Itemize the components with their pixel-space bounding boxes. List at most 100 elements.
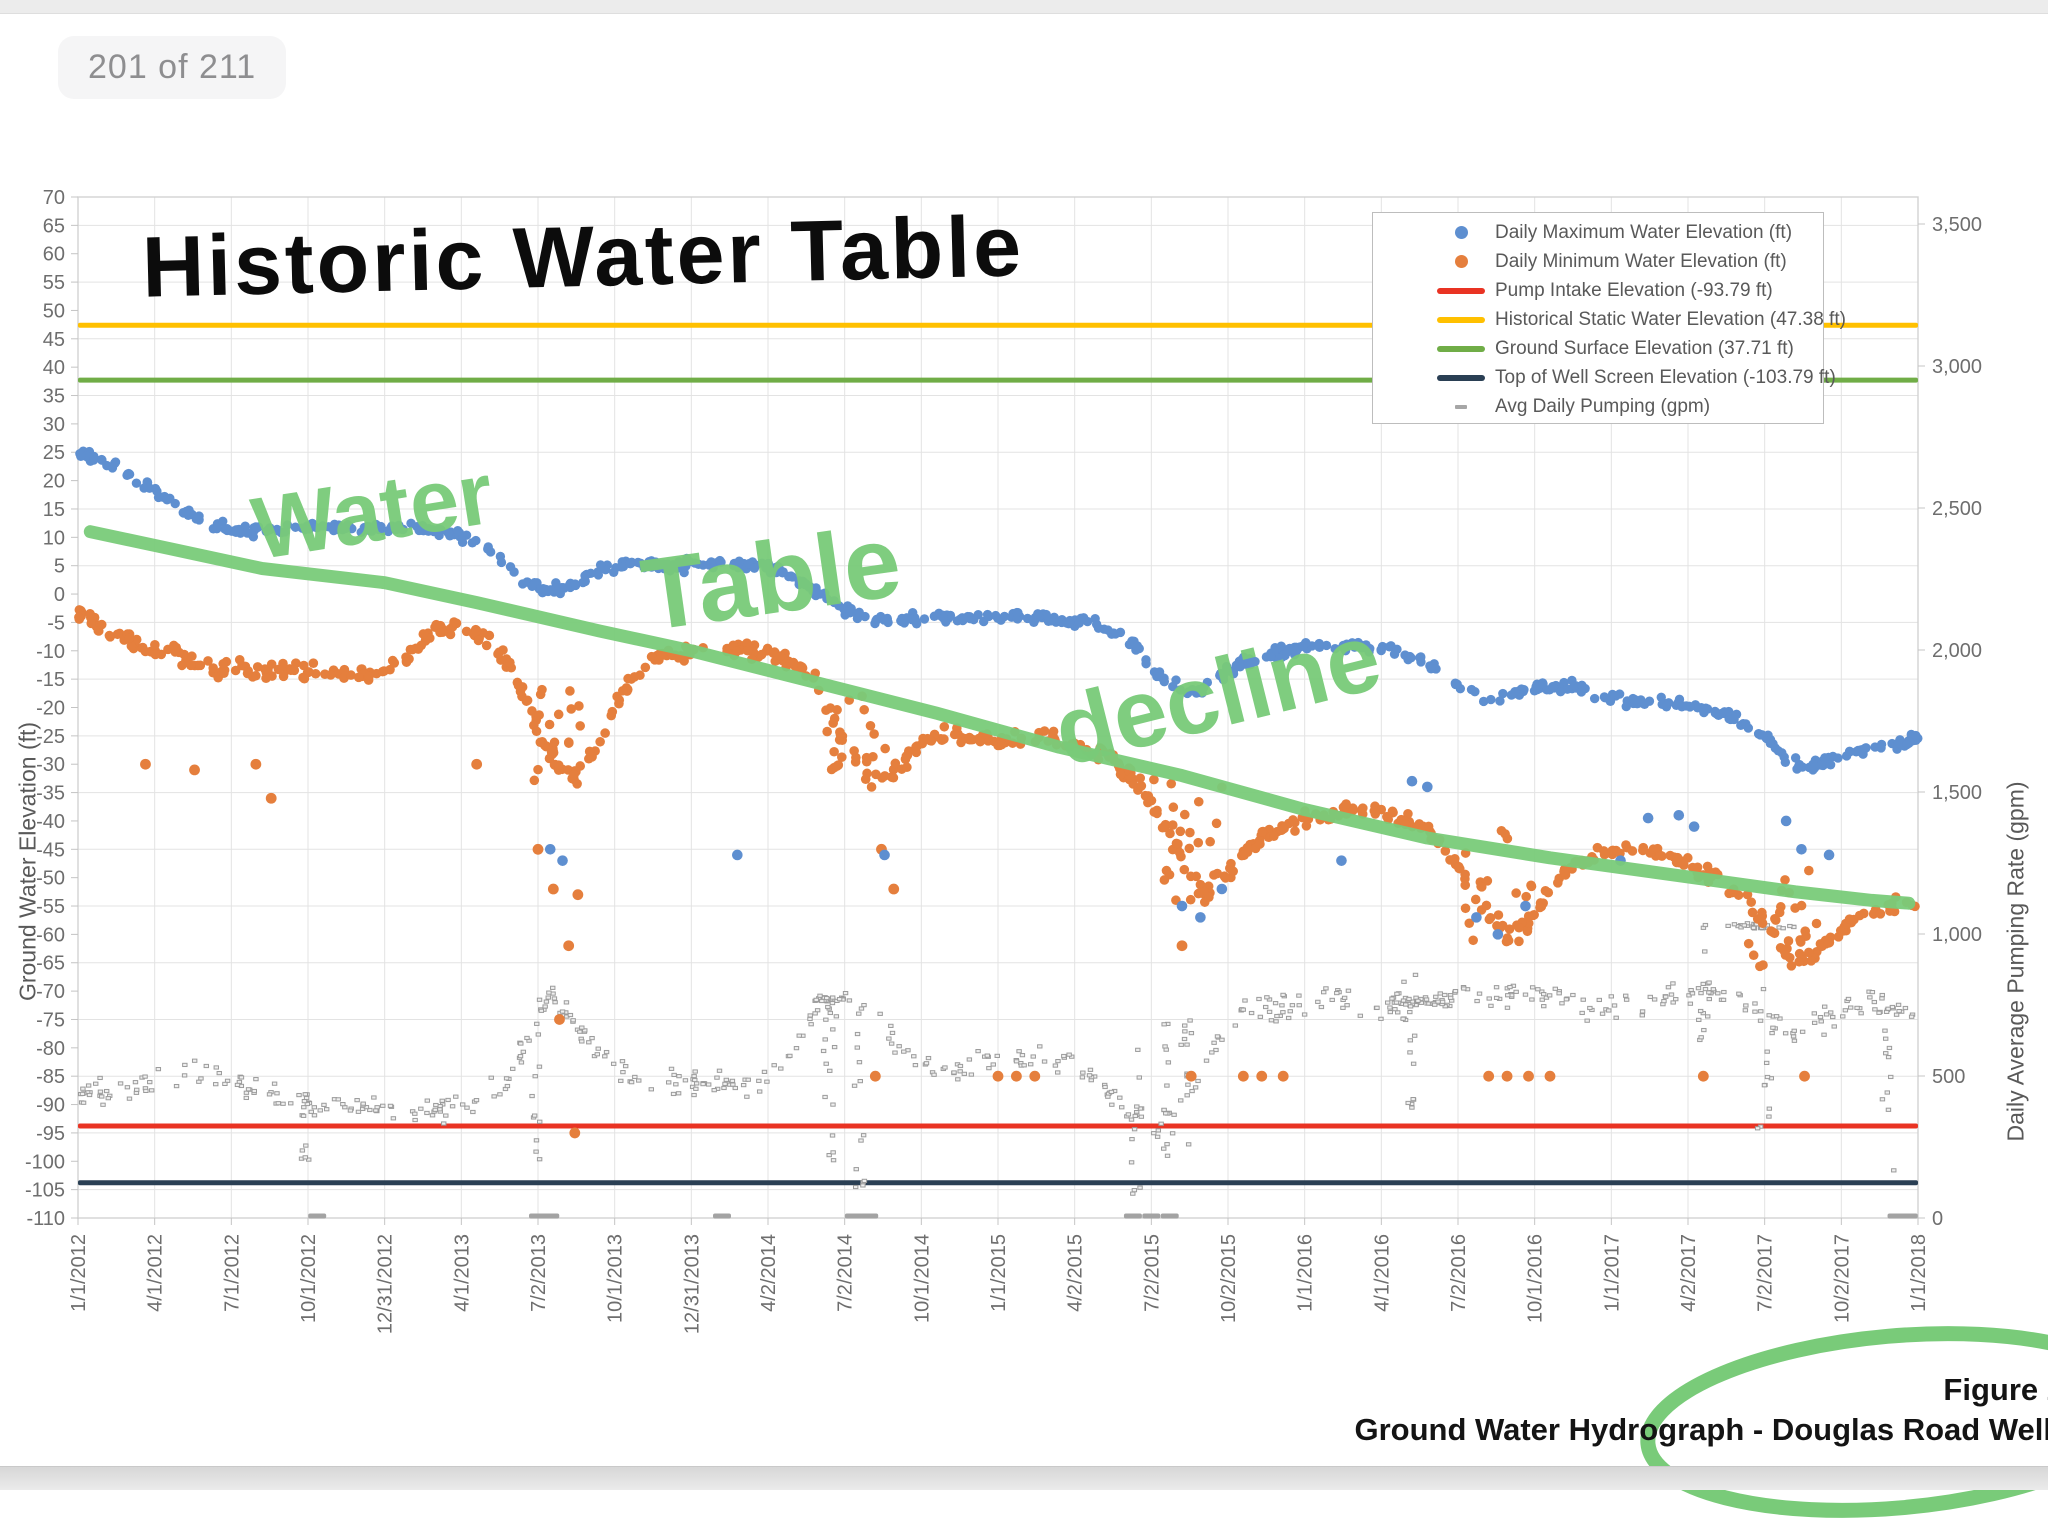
y-right-tick-label: 1,500: [1932, 782, 1982, 804]
x-tick-label: 4/2/2014: [758, 1234, 780, 1312]
y-left-tick-label: 10: [43, 527, 65, 549]
y-left-tick-label: -60: [36, 924, 65, 946]
y-left-tick-label: -90: [36, 1095, 65, 1117]
y-left-tick-label: 40: [43, 357, 65, 379]
legend-marker-dash: [1455, 404, 1467, 409]
y-left-tick-label: -10: [36, 641, 65, 663]
legend-row: Pump Intake Elevation (-93.79 ft): [1373, 276, 1823, 305]
x-tick-label: 10/1/2016: [1525, 1234, 1547, 1323]
legend-marker-line: [1437, 345, 1485, 352]
y-left-tick-label: 5: [54, 556, 65, 578]
legend-marker-dot: [1454, 226, 1468, 239]
window-bottom-bar: [0, 1466, 2048, 1490]
chart-legend: Daily Maximum Water Elevation (ft) Daily …: [1372, 212, 1846, 424]
x-tick-label: 4/2/2017: [1678, 1234, 1700, 1312]
trend-annotation-line: [83, 525, 1916, 910]
y-left-tick-label: -35: [36, 783, 65, 805]
x-tick-label: 1/1/2017: [1601, 1234, 1623, 1312]
x-tick-label: 7/2/2015: [1141, 1234, 1163, 1312]
legend-row: Avg Daily Pumping (gpm): [1373, 392, 1823, 421]
daily-max-series: [75, 446, 1923, 940]
y-left-tick-label: -110: [26, 1208, 65, 1230]
x-tick-label: 12/31/2012: [375, 1234, 397, 1334]
y-left-tick-label: -70: [36, 981, 65, 1003]
y-left-tick-label: 35: [43, 386, 65, 408]
legend-marker-dot: [1454, 255, 1468, 268]
y-left-tick-label: -25: [36, 726, 65, 748]
y-left-tick-label: -75: [36, 1009, 65, 1031]
y-left-tick-label: -40: [36, 811, 65, 833]
x-tick-label: 10/2/2017: [1831, 1234, 1853, 1323]
y-right-tick-label: 2,500: [1932, 498, 1982, 520]
x-tick-label: 4/1/2013: [451, 1234, 473, 1312]
legend-row: Top of Well Screen Elevation (-103.79 ft…: [1373, 363, 1836, 392]
y-left-tick-label: -100: [25, 1151, 65, 1173]
x-tick-label: 10/1/2013: [605, 1234, 627, 1323]
y-right-tick-label: 0: [1932, 1208, 1943, 1230]
y-right-tick-label: 2,000: [1932, 640, 1982, 662]
y-left-tick-label: 15: [43, 499, 65, 521]
y-left-tick-label: 50: [43, 300, 65, 322]
legend-marker-line: [1437, 287, 1485, 294]
x-tick-label: 7/2/2014: [835, 1234, 857, 1312]
y-left-tick-label: -30: [36, 754, 65, 776]
y-left-tick-label: -45: [36, 839, 65, 861]
y-left-tick-label: -85: [36, 1066, 65, 1088]
y-right-tick-label: 3,000: [1932, 356, 1982, 378]
legend-label: Historical Static Water Elevation (47.38…: [1495, 308, 1846, 330]
legend-label: Top of Well Screen Elevation (-103.79 ft…: [1495, 366, 1836, 388]
y-right-tick-label: 1,000: [1932, 924, 1982, 946]
y-left-tick-label: 30: [43, 414, 65, 436]
legend-label: Daily Maximum Water Elevation (ft): [1495, 221, 1793, 243]
x-tick-label: 4/1/2016: [1371, 1234, 1393, 1312]
legend-label: Avg Daily Pumping (gpm): [1495, 395, 1711, 417]
y-left-tick-label: 20: [43, 471, 65, 493]
figure-number-caption: Figure 2: [1943, 1372, 2048, 1407]
page-number-badge: 201 of 211: [58, 36, 287, 99]
y-left-tick-label: -55: [36, 896, 65, 918]
x-tick-label: 1/1/2016: [1295, 1234, 1317, 1312]
y-right-axis-title: Daily Average Pumping Rate (gpm): [2002, 781, 2029, 1142]
y-left-tick-label: -50: [36, 868, 65, 890]
x-tick-label: 12/31/2013: [681, 1234, 703, 1334]
ref-line-pump-intake-elevation: [78, 1123, 1918, 1129]
legend-row: Daily Minimum Water Elevation (ft): [1373, 247, 1823, 276]
y-right-tick-label: 3,500: [1932, 214, 1982, 236]
y-left-tick-label: 55: [43, 272, 65, 294]
y-left-tick-label: -80: [36, 1038, 65, 1060]
y-left-tick-label: -15: [36, 669, 65, 691]
legend-row: Daily Maximum Water Elevation (ft): [1373, 218, 1823, 247]
ref-line-top-of-well-screen-elevation: [78, 1180, 1918, 1186]
x-tick-label: 10/1/2014: [911, 1234, 933, 1323]
figure-title-caption: Ground Water Hydrograph - Douglas Road W…: [1354, 1412, 2048, 1447]
y-left-axis-title: Ground Water Elevation (ft): [14, 721, 41, 1002]
x-tick-label: 1/1/2012: [68, 1234, 90, 1312]
legend-row: Historical Static Water Elevation (47.38…: [1373, 305, 1846, 334]
pumping-series: [77, 919, 1918, 1219]
x-tick-label: 7/2/2016: [1448, 1234, 1470, 1312]
y-left-tick-label: 0: [54, 584, 65, 606]
y-left-tick-label: -105: [25, 1180, 65, 1202]
y-left-tick-label: 60: [43, 244, 65, 266]
x-tick-label: 7/1/2012: [221, 1234, 243, 1312]
legend-label: Ground Surface Elevation (37.71 ft): [1495, 337, 1794, 359]
y-right-tick-label: 500: [1932, 1066, 1965, 1088]
y-left-tick-label: -65: [36, 953, 65, 975]
legend-label: Daily Minimum Water Elevation (ft): [1495, 250, 1787, 272]
y-left-tick-label: 25: [43, 442, 65, 464]
x-tick-label: 1/1/2018: [1908, 1234, 1930, 1312]
x-tick-label: 7/2/2017: [1755, 1234, 1777, 1312]
x-tick-label: 7/2/2013: [528, 1234, 550, 1312]
y-left-tick-label: -20: [36, 697, 65, 719]
window-top-bar: [0, 0, 2048, 14]
y-left-tick-label: 45: [43, 329, 65, 351]
x-tick-label: 10/1/2012: [298, 1234, 320, 1323]
caption-circle-annotation: [1640, 1326, 2048, 1518]
legend-marker-line: [1437, 374, 1485, 381]
x-tick-label: 4/1/2012: [145, 1234, 167, 1312]
legend-row: Ground Surface Elevation (37.71 ft): [1373, 334, 1823, 363]
page-number-text: 201 of 211: [88, 48, 257, 86]
daily-min-series: [74, 605, 1920, 1139]
y-left-tick-label: 70: [43, 187, 65, 209]
